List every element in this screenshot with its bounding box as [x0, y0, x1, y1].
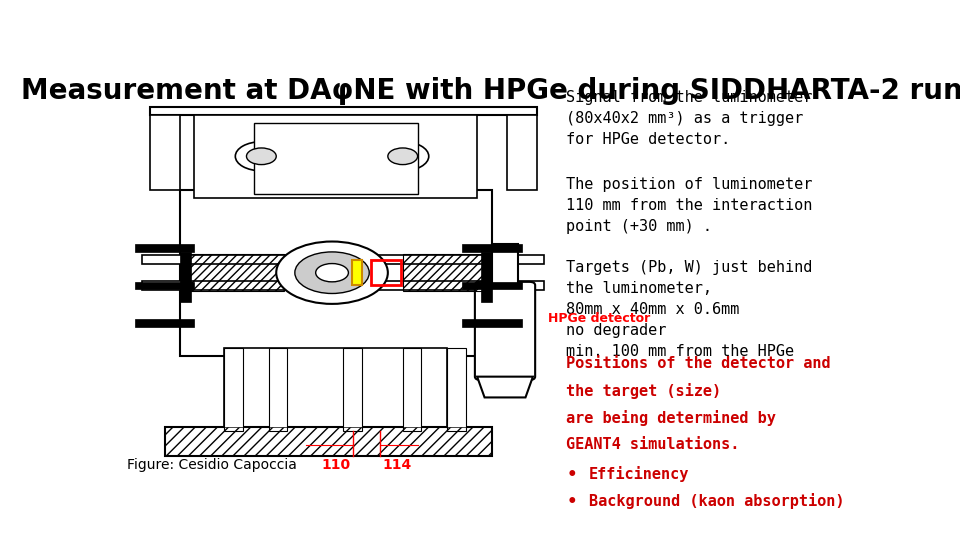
- Bar: [165, 427, 492, 456]
- Bar: [225, 348, 243, 431]
- Text: •: •: [566, 493, 577, 511]
- Bar: [447, 348, 466, 431]
- Bar: [463, 282, 522, 289]
- Bar: [492, 244, 518, 285]
- Text: Positions of the detector and: Positions of the detector and: [566, 356, 831, 371]
- Bar: [150, 114, 180, 190]
- Bar: [269, 348, 287, 431]
- Circle shape: [388, 148, 418, 165]
- Circle shape: [316, 264, 348, 282]
- Text: the target (size): the target (size): [566, 383, 722, 399]
- Text: GEANT4 simulations.: GEANT4 simulations.: [566, 437, 740, 452]
- Bar: [194, 114, 477, 198]
- Bar: [134, 245, 194, 252]
- Circle shape: [295, 252, 370, 293]
- Bar: [142, 255, 544, 265]
- Text: •: •: [566, 466, 577, 484]
- Bar: [253, 123, 418, 194]
- Text: HPGe detector: HPGe detector: [548, 312, 650, 325]
- Bar: [372, 260, 401, 285]
- Bar: [180, 252, 191, 302]
- Text: Targets (Pb, W) just behind
the luminometer,
80mm x 40mm x 0.6mm
no degrader
min: Targets (Pb, W) just behind the luminome…: [566, 260, 813, 359]
- Text: The position of luminometer
110 mm from the interaction
point (+30 mm) .: The position of luminometer 110 mm from …: [566, 177, 813, 234]
- Bar: [180, 190, 492, 356]
- Text: Measurement at DAφNE with HPGe during SIDDHARTA-2 run: Measurement at DAφNE with HPGe during SI…: [21, 77, 960, 105]
- Bar: [507, 114, 537, 190]
- Text: are being determined by: are being determined by: [566, 410, 777, 426]
- FancyBboxPatch shape: [475, 282, 535, 380]
- Text: Signal from the luminometer
(80x40x2 mm³) as a trigger
for HPGe detector.: Signal from the luminometer (80x40x2 mm³…: [566, 90, 813, 147]
- Bar: [344, 348, 362, 431]
- Bar: [134, 319, 194, 327]
- Bar: [134, 282, 194, 289]
- Text: Figure: Cesidio Capoccia: Figure: Cesidio Capoccia: [128, 458, 298, 472]
- Bar: [352, 260, 362, 285]
- Bar: [165, 427, 492, 456]
- Text: 114: 114: [383, 458, 412, 472]
- Bar: [481, 252, 492, 302]
- Circle shape: [376, 141, 429, 171]
- Text: Background (kaon absorption): Background (kaon absorption): [588, 493, 844, 509]
- Text: Efficinency: Efficinency: [588, 466, 689, 482]
- Polygon shape: [477, 377, 533, 397]
- Bar: [142, 281, 544, 290]
- Bar: [403, 254, 485, 292]
- Bar: [225, 348, 447, 431]
- Circle shape: [247, 148, 276, 165]
- Circle shape: [276, 241, 388, 304]
- Text: 110: 110: [322, 458, 350, 472]
- Bar: [403, 348, 421, 431]
- Bar: [150, 107, 537, 114]
- Bar: [463, 319, 522, 327]
- Bar: [463, 245, 522, 252]
- Circle shape: [235, 141, 287, 171]
- Bar: [187, 254, 283, 292]
